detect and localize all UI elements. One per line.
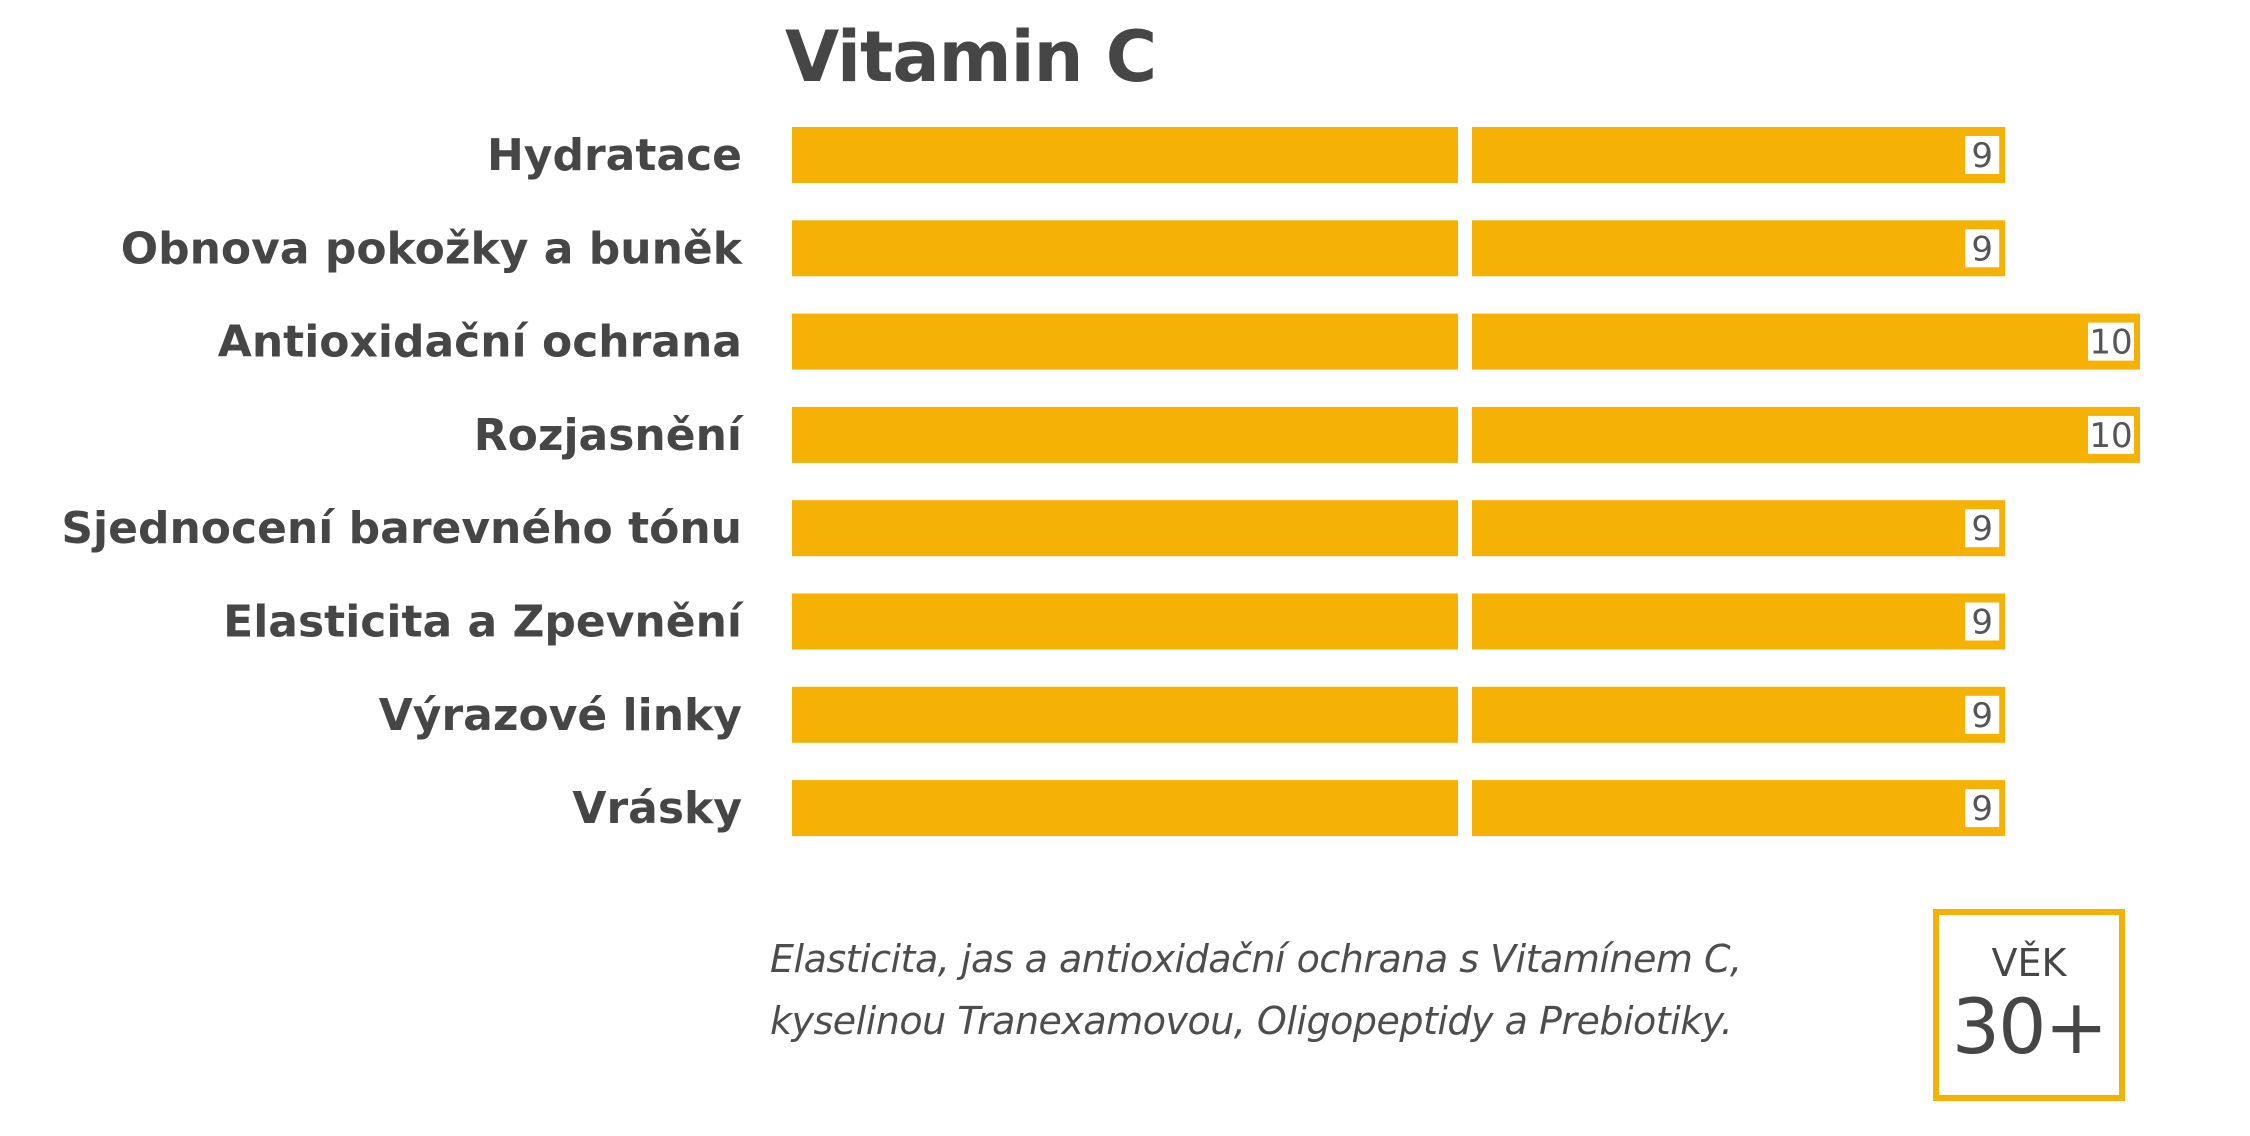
bar-row: Elasticita a Zpevnění 9 (223, 593, 2006, 650)
category-label: Sjednocení barevného tónu (61, 503, 742, 554)
value-label: 9 (1971, 789, 1993, 829)
category-label: Rozjasnění (474, 410, 745, 461)
bar-row: Rozjasnění 10 (474, 406, 2140, 463)
value-label: 9 (1971, 136, 1993, 176)
bar-segment (1472, 593, 2006, 650)
value-label: 10 (2089, 416, 2132, 456)
bar-row: Antioxidační ochrana 10 (218, 313, 2140, 370)
value-label-box (1965, 602, 2000, 641)
bar-segment (792, 127, 1458, 183)
age-badge: VĚK 30+ (1933, 909, 2125, 1101)
value-label: 9 (1971, 509, 1993, 549)
bar-segment (792, 686, 1458, 743)
bar-row: Výrazové linky 9 (379, 686, 2006, 743)
chart-title: Vitamin C (785, 16, 1157, 98)
category-label: Hydratace (487, 130, 742, 181)
value-label-box (1965, 695, 2000, 734)
value-label-box (2088, 415, 2134, 454)
bar-segment (1472, 686, 2006, 743)
value-label-box (1965, 229, 2000, 268)
value-label: 9 (1971, 603, 1993, 643)
bar-segment (792, 593, 1458, 650)
category-label: Obnova pokožky a buněk (121, 223, 744, 274)
product-description: Elasticita, jas a antioxidační ochrana s… (770, 928, 1870, 1052)
category-label: Vrásky (572, 783, 742, 834)
bar-segment (792, 500, 1458, 557)
bar-row: Vrásky 9 (572, 780, 2006, 837)
value-label-box (1965, 136, 2000, 174)
description-line-1: Elasticita, jas a antioxidační ochrana s… (770, 937, 1742, 981)
bar-segment (1472, 500, 2006, 557)
value-label-box (1965, 789, 2000, 828)
value-label: 9 (1971, 229, 1993, 269)
bar-segment (792, 406, 1458, 463)
age-badge-value: 30+ (1951, 982, 2108, 1071)
bar-segment (1472, 406, 2140, 463)
bar-segment (1472, 220, 2006, 277)
category-label: Výrazové linky (379, 690, 742, 741)
bar-row: Sjednocení barevného tónu 9 (61, 500, 2006, 557)
value-label-box (2088, 322, 2134, 361)
chart-rows: Hydratace 9 Obnova pokožky a buněk 9 Antioxi… (61, 127, 2140, 837)
bar-segment (1472, 313, 2140, 370)
bar-chart: Hydratace 9 Obnova pokožky a buněk 9 Antioxi… (61, 127, 2140, 837)
bar-segment (792, 780, 1458, 837)
bar-row: Hydratace 9 (487, 127, 2006, 183)
category-label: Elasticita a Zpevnění (223, 597, 745, 648)
description-line-2: kyselinou Tranexamovou, Oligopeptidy a P… (770, 999, 1733, 1043)
bar-segment (792, 220, 1458, 277)
value-label: 9 (1971, 696, 1993, 736)
bar-row: Obnova pokožky a buněk 9 (121, 220, 2006, 277)
bar-segment (1472, 780, 2006, 837)
value-label-box (1965, 509, 2000, 548)
bar-segment (1472, 127, 2006, 183)
bar-segment (792, 313, 1458, 370)
value-label: 10 (2089, 323, 2132, 363)
category-label: Antioxidační ochrana (218, 317, 742, 368)
age-badge-label: VĚK (1991, 941, 2067, 985)
